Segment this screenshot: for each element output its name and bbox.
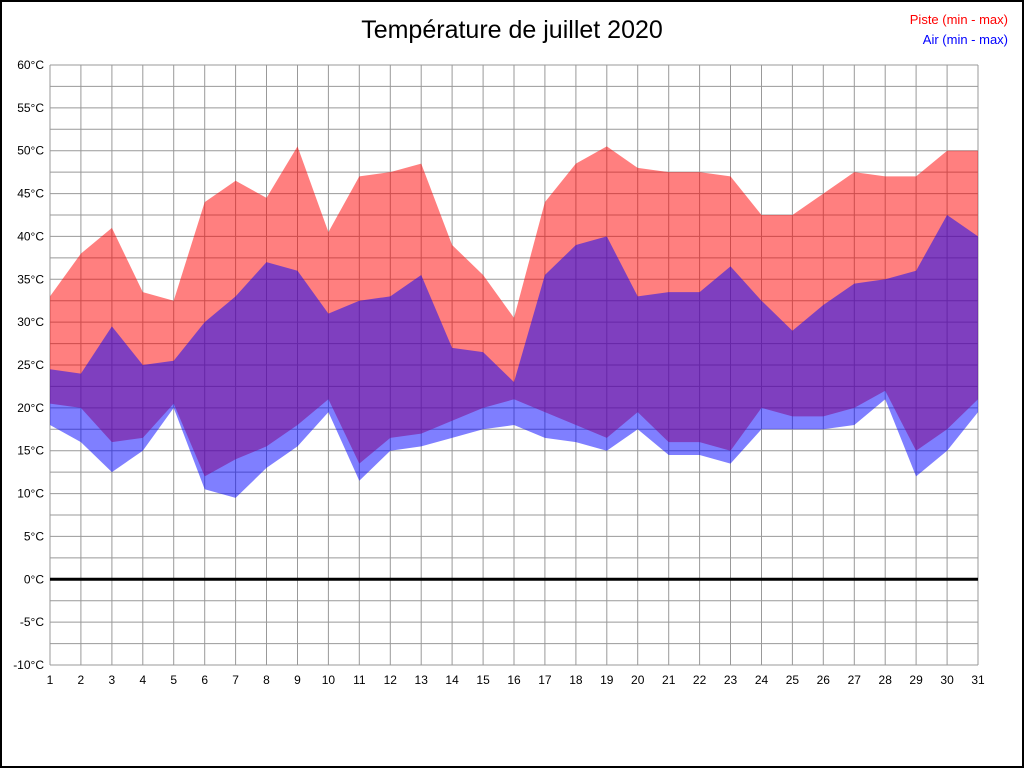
x-tick-label: 14 <box>445 673 459 687</box>
x-tick-label: 13 <box>415 673 429 687</box>
x-tick-label: 3 <box>109 673 116 687</box>
y-tick-label: 20°C <box>17 401 44 415</box>
chart-title: Température de juillet 2020 <box>361 16 663 44</box>
y-tick-label: 40°C <box>17 229 44 243</box>
x-tick-label: 10 <box>322 673 336 687</box>
y-tick-label: 5°C <box>24 529 44 543</box>
x-tick-label: 5 <box>170 673 177 687</box>
legend: Piste (min - max) Air (min - max) <box>910 10 1008 50</box>
x-tick-label: 19 <box>600 673 614 687</box>
y-tick-label: 45°C <box>17 187 44 201</box>
x-tick-label: 9 <box>294 673 301 687</box>
y-tick-label: 35°C <box>17 272 44 286</box>
x-tick-label: 31 <box>971 673 985 687</box>
y-tick-label: 15°C <box>17 444 44 458</box>
x-tick-label: 22 <box>693 673 707 687</box>
x-tick-label: 27 <box>848 673 862 687</box>
y-tick-label: 50°C <box>17 144 44 158</box>
y-tick-label: 55°C <box>17 101 44 115</box>
band-air <box>50 215 978 498</box>
x-tick-label: 11 <box>353 673 366 687</box>
y-tick-label: 0°C <box>24 572 44 586</box>
y-tick-label: 30°C <box>17 315 44 329</box>
x-tick-label: 18 <box>569 673 583 687</box>
x-tick-label: 25 <box>786 673 800 687</box>
x-tick-label: 8 <box>263 673 270 687</box>
y-tick-label: 60°C <box>17 58 44 72</box>
x-tick-label: 21 <box>662 673 676 687</box>
x-tick-label: 12 <box>384 673 398 687</box>
x-tick-label: 30 <box>940 673 954 687</box>
x-tick-label: 7 <box>232 673 239 687</box>
x-tick-label: 24 <box>755 673 769 687</box>
x-tick-label: 20 <box>631 673 645 687</box>
x-tick-label: 15 <box>476 673 490 687</box>
x-tick-label: 26 <box>817 673 831 687</box>
x-tick-label: 17 <box>538 673 552 687</box>
legend-item-piste: Piste (min - max) <box>909 12 1008 27</box>
x-tick-label: 1 <box>47 673 54 687</box>
x-tick-label: 16 <box>507 673 521 687</box>
legend-item-air: Air (min - max) <box>922 32 1008 47</box>
y-tick-label: 10°C <box>17 487 44 501</box>
x-tick-label: 6 <box>201 673 208 687</box>
x-tick-label: 29 <box>909 673 923 687</box>
x-tick-label: 2 <box>78 673 85 687</box>
x-tick-label: 4 <box>139 673 146 687</box>
x-tick-label: 23 <box>724 673 738 687</box>
y-tick-label: 25°C <box>17 358 44 372</box>
x-tick-label: 28 <box>879 673 893 687</box>
y-tick-label: -5°C <box>20 615 44 629</box>
y-tick-label: -10°C <box>13 658 44 672</box>
